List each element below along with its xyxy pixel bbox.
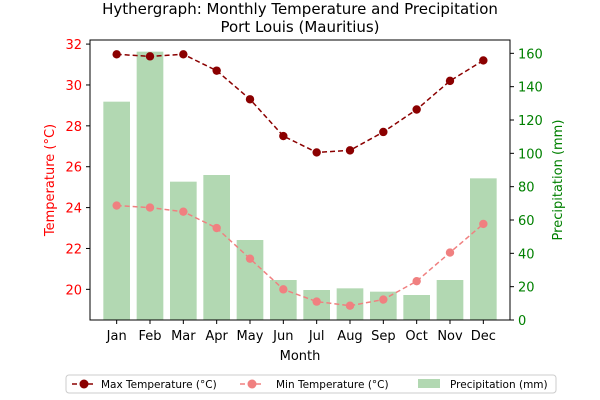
min-temp-point-may: [245, 254, 255, 263]
left-tick-label: 26: [65, 161, 82, 176]
legend-min-marker: [247, 379, 257, 389]
min-temp-point-nov: [445, 248, 455, 257]
x-tick-label: Sep: [371, 329, 396, 344]
min-temp-point-jul: [312, 297, 321, 306]
max-temp-point-apr: [212, 66, 221, 75]
left-axis-label: Temperature (°C): [43, 124, 58, 237]
min-temp-point-apr: [212, 223, 221, 233]
max-temp-line: [116, 53, 484, 154]
x-tick-label: Jan: [106, 329, 127, 344]
right-tick-label: 100: [518, 147, 543, 162]
x-tick-label: Mar: [171, 329, 196, 344]
right-tick-label: 60: [518, 214, 535, 229]
max-temp-point-oct: [412, 105, 421, 114]
x-tick-label: May: [237, 329, 264, 344]
left-axis-ticks: 20 22 24 26 28 30 32: [65, 38, 90, 298]
min-temp-point-oct: [412, 276, 421, 286]
max-temp-point-nov: [445, 76, 455, 86]
precipitation-bar-may: [236, 240, 264, 320]
right-axis-label: Precipitation (mm): [551, 120, 566, 241]
min-temp-point-feb: [145, 203, 155, 212]
chart-title: Hythergraph: Monthly Temperature and Pre…: [102, 0, 498, 18]
min-temp-line: [116, 204, 484, 307]
right-axis-ticks: 0 20 40 60 80 100 120 140 160: [510, 47, 543, 329]
left-tick-label: 32: [65, 38, 82, 53]
max-temp-point-dec: [479, 56, 488, 65]
x-tick-label: Oct: [405, 329, 427, 344]
max-temp-point-jul: [312, 148, 321, 157]
legend-max-label: Max Temperature (°C): [101, 379, 217, 391]
x-tick-label: Jun: [272, 329, 293, 344]
max-temp-point-may: [245, 95, 255, 104]
legend-min-label: Min Temperature (°C): [276, 379, 389, 391]
max-temp-point-jan: [112, 50, 121, 59]
right-tick-label: 20: [518, 281, 535, 296]
legend: Max Temperature (°C) Min Temperature (°C…: [65, 374, 557, 394]
x-tick-label: Jul: [308, 329, 325, 344]
right-tick-label: 120: [518, 114, 543, 129]
left-tick-label: 28: [65, 120, 82, 135]
right-tick-label: 140: [518, 81, 543, 96]
max-temp-point-feb: [145, 52, 155, 61]
min-temp-point-sep: [379, 295, 388, 304]
legend-precip-swatch: [418, 379, 440, 388]
chart-subtitle: Port Louis (Mauritius): [220, 18, 379, 36]
right-tick-label: 0: [518, 314, 526, 329]
min-temp-point-mar: [179, 207, 188, 216]
max-temp-point-jun: [279, 131, 288, 141]
min-temp-point-jun: [279, 285, 288, 294]
max-temp-point-aug: [345, 146, 355, 155]
x-tick-label: Dec: [471, 329, 496, 344]
precipitation-bar-nov: [436, 280, 464, 320]
left-tick-label: 22: [65, 242, 82, 257]
legend-precip-label: Precipitation (mm): [450, 379, 548, 391]
x-tick-label: Apr: [205, 329, 228, 344]
left-tick-label: 24: [65, 202, 82, 217]
x-axis-label: Month: [280, 349, 321, 364]
left-tick-label: 20: [65, 283, 82, 298]
temperature-lines: [112, 50, 488, 310]
right-tick-label: 160: [518, 47, 543, 62]
x-tick-label: Feb: [138, 329, 161, 344]
precipitation-bar-feb: [136, 51, 164, 321]
right-tick-label: 40: [518, 247, 535, 262]
x-axis-ticks: Jan Feb Mar Apr May Jun Jul Aug Sep Oct Nov Dec: [106, 320, 496, 344]
max-temp-point-sep: [379, 127, 388, 137]
precipitation-bar-dec: [470, 178, 497, 320]
precipitation-bar-apr: [203, 175, 230, 320]
min-temp-point-aug: [345, 301, 355, 310]
left-tick-label: 30: [65, 79, 82, 94]
precipitation-bar-oct: [403, 295, 430, 320]
legend-max-marker: [79, 379, 89, 389]
x-tick-label: Nov: [437, 329, 463, 344]
min-temp-point-dec: [479, 219, 488, 229]
precipitation-bar-jan: [103, 101, 130, 321]
min-temp-point-jan: [112, 201, 121, 210]
x-tick-label: Aug: [337, 329, 362, 344]
max-temp-point-mar: [179, 50, 188, 59]
right-tick-label: 80: [518, 181, 535, 196]
precipitation-bars: [103, 51, 497, 321]
plot-frame: [89, 39, 511, 321]
precipitation-bar-mar: [170, 181, 197, 320]
